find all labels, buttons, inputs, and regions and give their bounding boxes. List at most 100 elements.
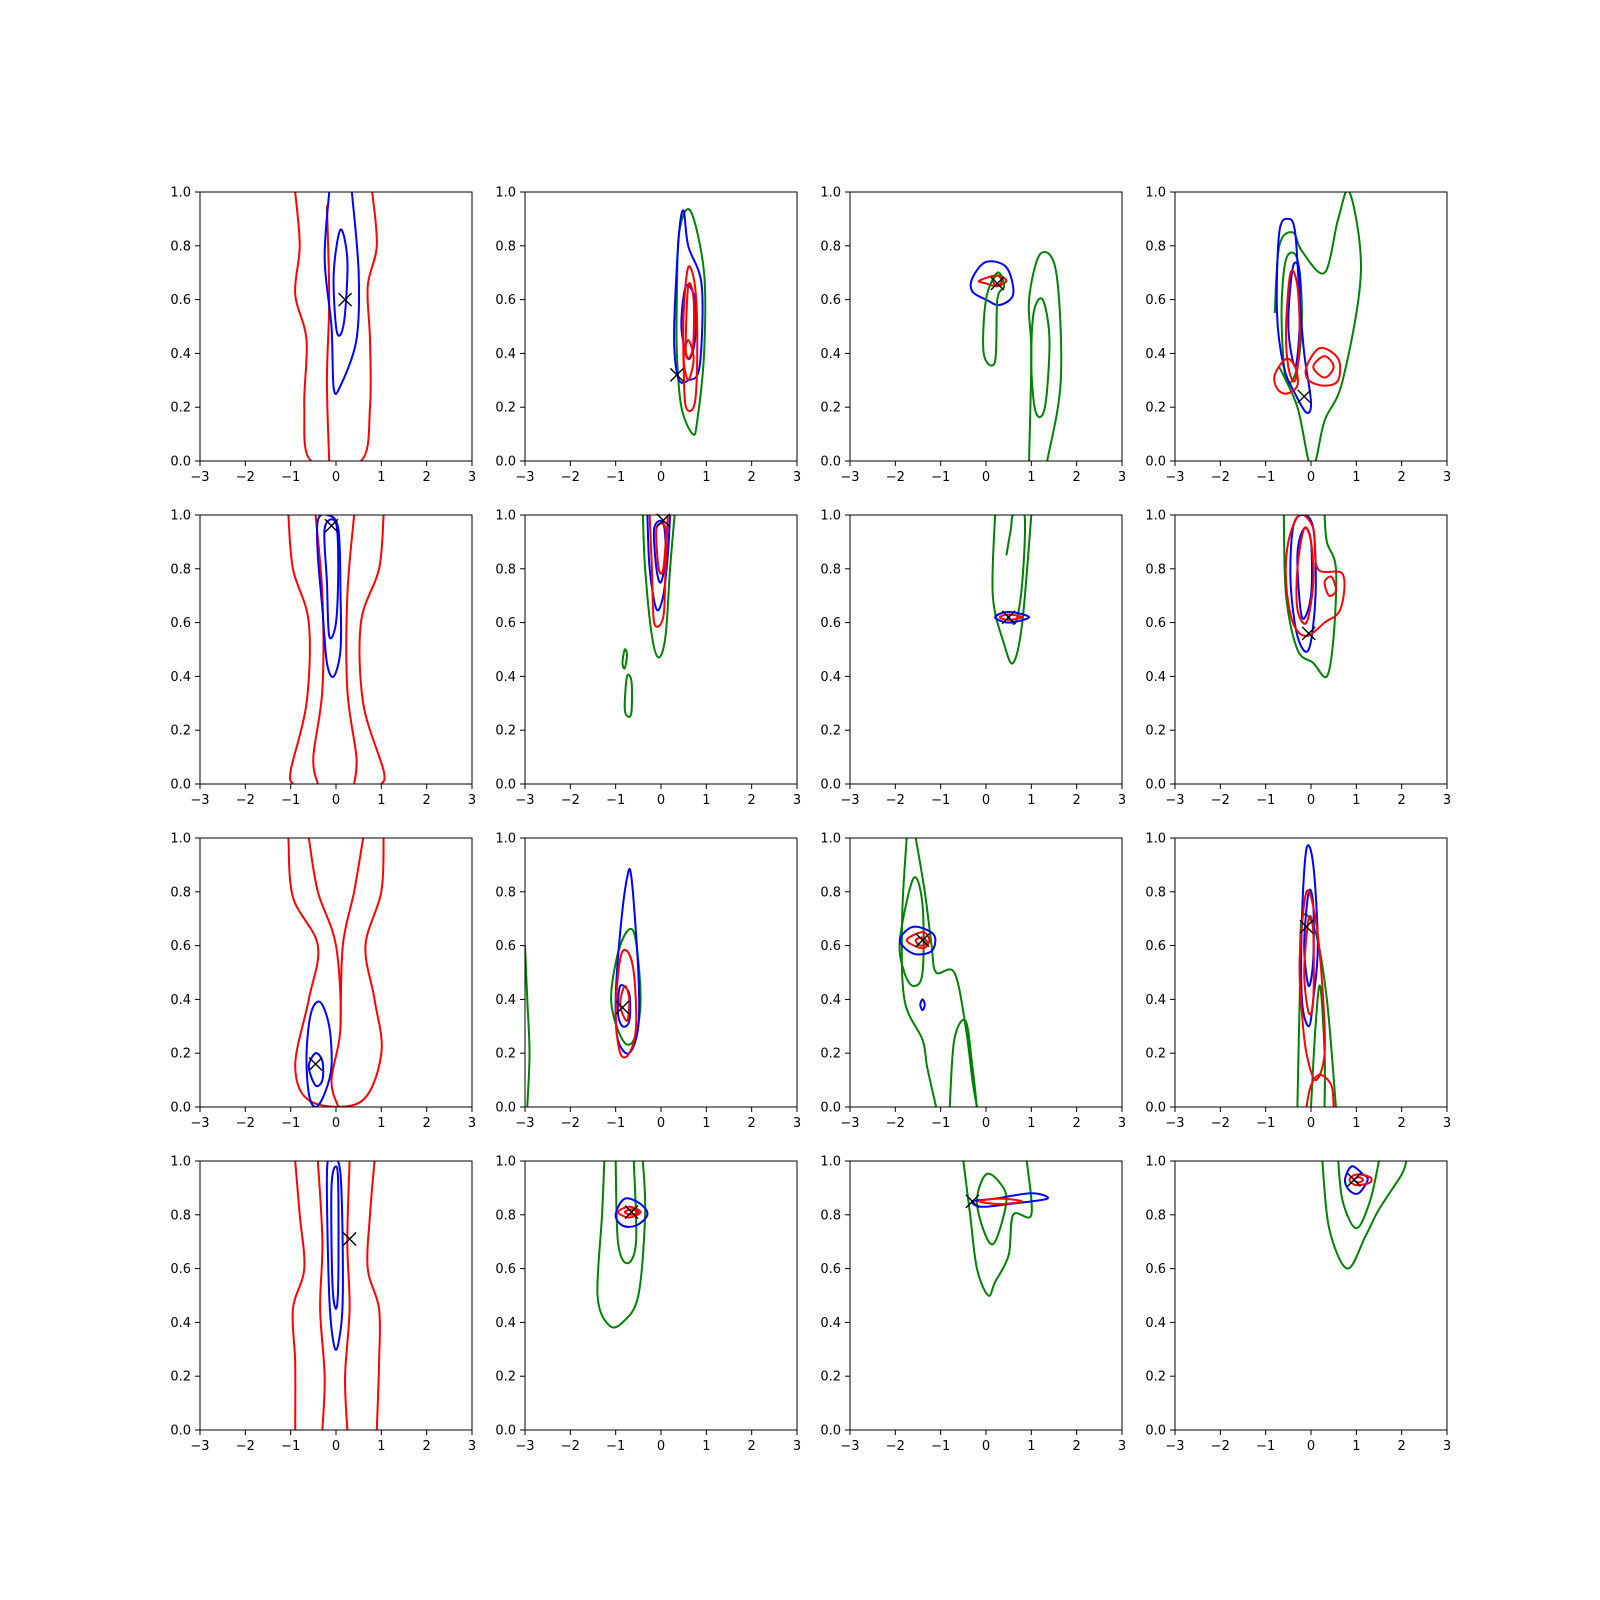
y-tick-label: 1.0 (495, 186, 516, 201)
y-tick-label: 0.6 (1145, 939, 1166, 954)
x-tick-label: 0 (657, 1439, 665, 1454)
x-tick-label: −1 (606, 1439, 625, 1454)
axes-frame (1174, 837, 1448, 1108)
y-tick-label: 1.0 (170, 1155, 191, 1170)
x-tick-label: 0 (1307, 793, 1315, 808)
x-tick-label: −3 (1165, 1439, 1184, 1454)
x-tick-label: −1 (1256, 470, 1275, 485)
y-tick-label: 0.2 (495, 724, 516, 739)
red-contour-line (344, 1161, 351, 1430)
x-marker (338, 292, 353, 307)
x-marker (1301, 626, 1316, 641)
contour-group (1321, 1161, 1408, 1270)
x-tick-label: −2 (236, 793, 255, 808)
x-tick-label: 1 (377, 470, 385, 485)
green-contour-line (1280, 251, 1303, 385)
blue-contour-line (898, 925, 937, 956)
subplot-0-2: −3 −2 −1 0 1 2 3 0.0 0.2 0.4 0.6 0.8 1.0 (820, 186, 1126, 486)
x-tick-label: 1 (702, 1116, 710, 1131)
x-marker (990, 276, 1005, 291)
x-tick-label: 2 (748, 1116, 756, 1131)
y-tick-label: 0.0 (495, 778, 516, 793)
y-tick-label: 0.6 (495, 1262, 516, 1277)
y-tick-label: 0.4 (170, 1316, 191, 1331)
contour-group (673, 208, 707, 436)
red-contour-line (684, 282, 696, 360)
x-tick-label: 3 (1118, 470, 1126, 485)
x-tick-label: −3 (190, 470, 209, 485)
contour-group (1296, 844, 1337, 1107)
red-contour-line (325, 205, 331, 461)
axes-frame (199, 837, 473, 1108)
green-contour-line (900, 838, 938, 1107)
x-tick-label: 3 (468, 1116, 476, 1131)
green-contour-line (1005, 515, 1027, 625)
y-tick-label: 0.2 (170, 401, 191, 416)
y-tick-label: 0.6 (1145, 616, 1166, 631)
x-tick-label: 3 (1443, 470, 1451, 485)
x-tick-label: 1 (1352, 793, 1360, 808)
y-tick-label: 0.0 (170, 778, 191, 793)
x-tick-label: −3 (190, 1439, 209, 1454)
x-tick-label: −2 (1211, 470, 1230, 485)
green-contour-line (914, 838, 978, 1107)
red-contour-line (978, 1197, 1024, 1206)
x-tick-label: 0 (332, 1116, 340, 1131)
x-tick-label: −1 (281, 470, 300, 485)
y-tick-label: 0.4 (1145, 1316, 1166, 1331)
contour-group (596, 1161, 649, 1329)
x-tick-label: −1 (1256, 793, 1275, 808)
y-tick-label: 0.0 (1145, 455, 1166, 470)
blue-contour-line (614, 868, 641, 1055)
red-contour-line (294, 192, 378, 461)
subplot-2-1: −3 −2 −1 0 1 2 3 0.0 0.2 0.4 0.6 0.8 1.0 (495, 832, 801, 1132)
x-tick-label: 0 (1307, 470, 1315, 485)
y-tick-label: 0.8 (170, 885, 191, 900)
red-contour-line (1304, 346, 1342, 387)
green-contour-line (962, 1161, 1033, 1297)
y-tick-label: 1.0 (1145, 1155, 1166, 1170)
x-tick-label: 3 (468, 470, 476, 485)
x-tick-label: −2 (1211, 793, 1230, 808)
x-tick-label: −1 (1256, 1439, 1275, 1454)
subplot-1-0: −3 −2 −1 0 1 2 3 0.0 0.2 0.4 0.6 0.8 1.0 (170, 509, 476, 809)
x-tick-label: 3 (1443, 1116, 1451, 1131)
y-tick-label: 0.4 (170, 670, 191, 685)
x-tick-label: 2 (748, 470, 756, 485)
contour-group (991, 515, 1033, 665)
y-tick-label: 0.0 (495, 1101, 516, 1116)
y-tick-label: 1.0 (820, 1155, 841, 1170)
red-contour-line (1273, 357, 1299, 395)
red-contour-line (358, 515, 386, 784)
subplot-3-1: −3 −2 −1 0 1 2 3 0.0 0.2 0.4 0.6 0.8 1.0 (495, 1155, 801, 1455)
x-tick-label: −2 (561, 1439, 580, 1454)
red-contour-line (905, 931, 931, 950)
subplot-3-2: −3 −2 −1 0 1 2 3 0.0 0.2 0.4 0.6 0.8 1.0 (820, 1155, 1126, 1455)
x-tick-label: −3 (190, 1116, 209, 1131)
subplot-2-3: −3 −2 −1 0 1 2 3 0.0 0.2 0.4 0.6 0.8 1.0 (1145, 832, 1451, 1132)
axes-frame (524, 1160, 798, 1431)
x-tick-label: 3 (793, 470, 801, 485)
y-tick-label: 0.4 (1145, 347, 1166, 362)
red-contour-line (345, 515, 358, 784)
x-tick-label: −1 (606, 470, 625, 485)
subplot-0-1: −3 −2 −1 0 1 2 3 0.0 0.2 0.4 0.6 0.8 1.0 (495, 186, 801, 486)
y-tick-label: 0.2 (1145, 401, 1166, 416)
red-contour-line (682, 265, 699, 413)
red-contour-line (655, 522, 667, 575)
x-tick-label: 1 (1027, 470, 1035, 485)
x-marker (1347, 1172, 1362, 1187)
y-tick-label: 0.2 (495, 401, 516, 416)
green-contour-line (1030, 297, 1051, 419)
subplot-1-2: −3 −2 −1 0 1 2 3 0.0 0.2 0.4 0.6 0.8 1.0 (820, 509, 1126, 809)
x-tick-label: 2 (748, 793, 756, 808)
y-tick-label: 0.4 (170, 347, 191, 362)
x-tick-label: −1 (931, 1116, 950, 1131)
contour-group (962, 1161, 1049, 1297)
x-tick-label: 3 (1443, 1439, 1451, 1454)
green-contour-line (991, 515, 1033, 665)
x-tick-label: −2 (886, 470, 905, 485)
blue-contour-line (332, 228, 349, 337)
blue-contour-line (673, 209, 704, 384)
blue-contour-line (969, 260, 1015, 307)
